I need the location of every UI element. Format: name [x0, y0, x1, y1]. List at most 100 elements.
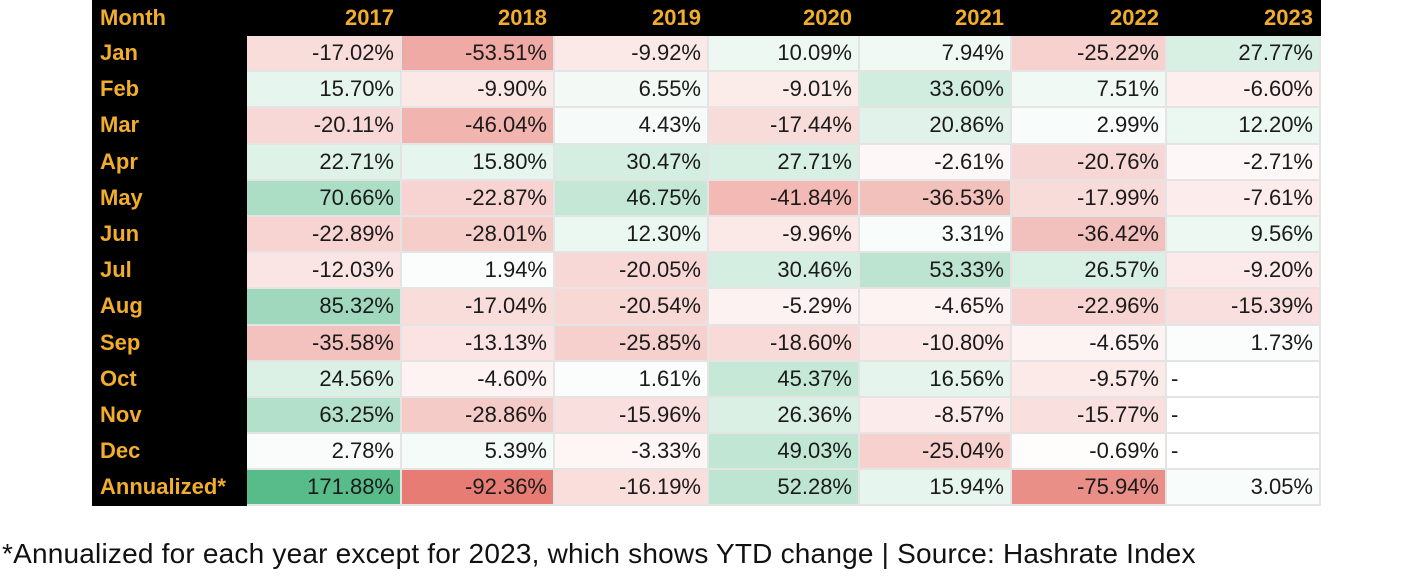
value-cell: 9.56%: [1165, 214, 1321, 254]
month-label: Jul: [92, 251, 247, 290]
header-year: 2022: [1010, 0, 1167, 36]
value-cell: 70.66%: [245, 178, 402, 217]
month-label: Mar: [92, 106, 247, 145]
value-cell: -15.77%: [1010, 395, 1167, 435]
header-year: 2017: [245, 0, 402, 36]
value-cell: -10.80%: [858, 323, 1012, 362]
value-cell: -4.60%: [400, 359, 555, 398]
value-cell: 30.46%: [707, 251, 860, 290]
header-row: Month 2017 2018 2019 2020 2021 2022 2023: [92, 0, 1321, 36]
value-cell: -9.96%: [707, 214, 860, 254]
value-cell: -16.19%: [553, 468, 709, 507]
header-year: 2019: [553, 0, 709, 36]
value-cell: 12.30%: [553, 214, 709, 254]
value-cell: 15.80%: [400, 142, 555, 181]
value-cell: 15.94%: [858, 468, 1012, 507]
value-cell: -28.86%: [400, 395, 555, 435]
value-cell: -28.01%: [400, 214, 555, 254]
value-cell: 1.73%: [1165, 323, 1321, 362]
table-row: Jan -17.02% -53.51% -9.92% 10.09% 7.94% -25.22…: [92, 33, 1321, 73]
value-cell: -41.84%: [707, 178, 860, 217]
value-cell: 27.77%: [1165, 33, 1321, 73]
value-cell: -0.69%: [1010, 432, 1167, 471]
table-row: Dec 2.78% 5.39% -3.33% 49.03% -25.04% -0.69% -: [92, 432, 1321, 471]
value-cell: 85.32%: [245, 287, 402, 326]
value-cell: -18.60%: [707, 323, 860, 362]
value-cell: -9.92%: [553, 33, 709, 73]
annualized-row: Annualized* 171.88% -92.36% -16.19% 52.28% 15…: [92, 468, 1321, 507]
value-cell: 20.86%: [858, 106, 1012, 145]
header-month: Month: [92, 0, 247, 36]
value-cell: 24.56%: [245, 359, 402, 398]
value-cell: 26.36%: [707, 395, 860, 435]
value-cell: -15.39%: [1165, 287, 1321, 326]
value-cell: -22.87%: [400, 178, 555, 217]
month-label: Annualized*: [92, 468, 247, 507]
table-row: Mar -20.11% -46.04% 4.43% -17.44% 20.86% 2.99%…: [92, 106, 1321, 145]
value-cell: -75.94%: [1010, 468, 1167, 507]
value-cell: -36.42%: [1010, 214, 1167, 254]
value-cell: 2.78%: [245, 432, 402, 471]
value-cell: -6.60%: [1165, 70, 1321, 109]
value-cell: -92.36%: [400, 468, 555, 507]
footnote: *Annualized for each year except for 202…: [2, 538, 1196, 569]
value-cell: 1.94%: [400, 251, 555, 290]
value-cell: -22.96%: [1010, 287, 1167, 326]
value-cell: -: [1165, 432, 1321, 471]
value-cell: 15.70%: [245, 70, 402, 109]
value-cell: 46.75%: [553, 178, 709, 217]
value-cell: 5.39%: [400, 432, 555, 471]
value-cell: -7.61%: [1165, 178, 1321, 217]
value-cell: 3.31%: [858, 214, 1012, 254]
value-cell: 49.03%: [707, 432, 860, 471]
value-cell: 171.88%: [245, 468, 402, 507]
month-label: Feb: [92, 70, 247, 109]
value-cell: 6.55%: [553, 70, 709, 109]
value-cell: 7.51%: [1010, 70, 1167, 109]
header-year: 2020: [707, 0, 860, 36]
value-cell: 4.43%: [553, 106, 709, 145]
value-cell: 53.33%: [858, 251, 1012, 290]
monthly-returns-table: Month 2017 2018 2019 2020 2021 2022 2023 Jan -17…: [92, 0, 1321, 507]
value-cell: -20.76%: [1010, 142, 1167, 181]
value-cell: 16.56%: [858, 359, 1012, 398]
value-cell: -4.65%: [1010, 323, 1167, 362]
value-cell: -36.53%: [858, 178, 1012, 217]
value-cell: -8.57%: [858, 395, 1012, 435]
value-cell: 52.28%: [707, 468, 860, 507]
value-cell: -5.29%: [707, 287, 860, 326]
month-label: Jan: [92, 33, 247, 73]
value-cell: -: [1165, 395, 1321, 435]
value-cell: 10.09%: [707, 33, 860, 73]
value-cell: -46.04%: [400, 106, 555, 145]
value-cell: 30.47%: [553, 142, 709, 181]
value-cell: -20.05%: [553, 251, 709, 290]
value-cell: -9.20%: [1165, 251, 1321, 290]
value-cell: -17.04%: [400, 287, 555, 326]
month-label: Sep: [92, 323, 247, 362]
value-cell: 3.05%: [1165, 468, 1321, 507]
value-cell: -2.71%: [1165, 142, 1321, 181]
table-row: Nov 63.25% -28.86% -15.96% 26.36% -8.57% -15.7…: [92, 395, 1321, 435]
value-cell: -9.01%: [707, 70, 860, 109]
table-row: Jun -22.89% -28.01% 12.30% -9.96% 3.31% -36.42…: [92, 214, 1321, 254]
table-row: Sep -35.58% -13.13% -25.85% -18.60% -10.80% -4…: [92, 323, 1321, 362]
value-cell: -53.51%: [400, 33, 555, 73]
value-cell: -17.44%: [707, 106, 860, 145]
no-data-dash: -: [1171, 401, 1179, 427]
value-cell: 7.94%: [858, 33, 1012, 73]
value-cell: -2.61%: [858, 142, 1012, 181]
value-cell: -15.96%: [553, 395, 709, 435]
value-cell: 45.37%: [707, 359, 860, 398]
value-cell: -17.02%: [245, 33, 402, 73]
table-row: Jul -12.03% 1.94% -20.05% 30.46% 53.33% 26.57%…: [92, 251, 1321, 290]
month-label: May: [92, 178, 247, 217]
value-cell: 27.71%: [707, 142, 860, 181]
value-cell: -13.13%: [400, 323, 555, 362]
value-cell: 2.99%: [1010, 106, 1167, 145]
value-cell: 63.25%: [245, 395, 402, 435]
header-year: 2021: [858, 0, 1012, 36]
month-label: Oct: [92, 359, 247, 398]
value-cell: 1.61%: [553, 359, 709, 398]
value-cell: 33.60%: [858, 70, 1012, 109]
